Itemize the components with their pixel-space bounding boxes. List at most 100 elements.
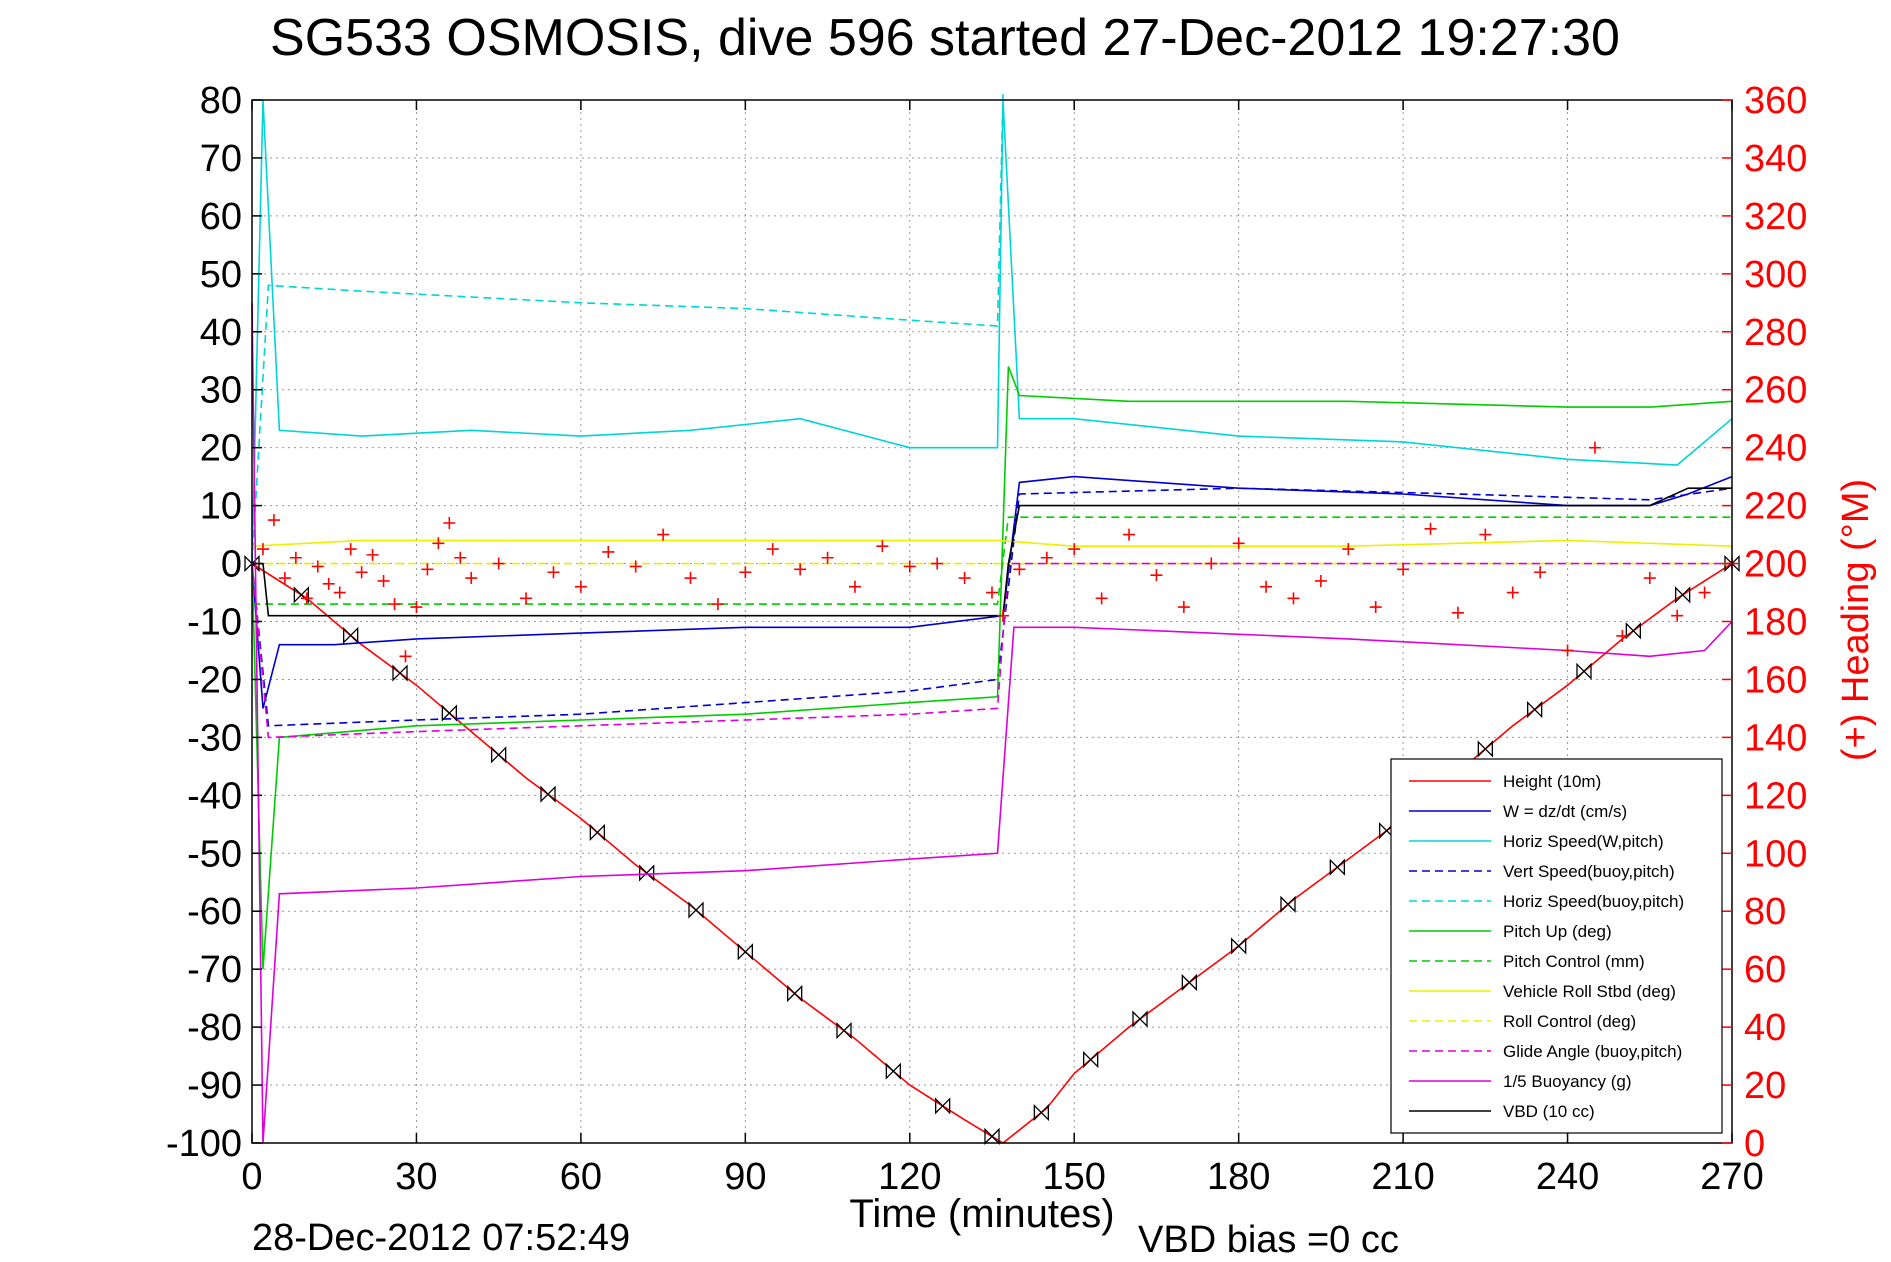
heading-point: [421, 563, 434, 576]
y-right-tick-label: 20: [1744, 1065, 1786, 1107]
heading-point: [1342, 543, 1355, 556]
heading-point: [388, 598, 401, 611]
x-tick-label: 180: [1207, 1156, 1270, 1198]
y-right-tick-label: 120: [1744, 775, 1807, 817]
height-marker: [639, 864, 655, 882]
y-left-tick-label: 70: [200, 138, 242, 180]
heading-point: [333, 586, 346, 599]
y-left-tick-label: 0: [221, 544, 242, 586]
y-right-tick-label: 40: [1744, 1007, 1786, 1049]
vbd-bias-note: VBD bias =0 cc: [1138, 1219, 1399, 1261]
heading-point: [547, 566, 560, 579]
height-marker: [935, 1097, 951, 1115]
x-tick-label: 210: [1371, 1156, 1434, 1198]
height-marker: [491, 746, 507, 764]
height-marker: [984, 1127, 1000, 1145]
y-right-tick-label: 240: [1744, 428, 1807, 470]
series-group: [244, 94, 1740, 1145]
y-right-tick-label: 0: [1744, 1123, 1765, 1165]
y-left-tick-label: -90: [187, 1065, 242, 1107]
heading-point: [1123, 528, 1136, 541]
height-marker: [1083, 1050, 1099, 1069]
heading-point: [1424, 522, 1437, 535]
height-marker: [836, 1022, 852, 1040]
heading-point: [986, 586, 998, 599]
series-vbd-10-cc: [252, 487, 1732, 617]
heading-point: [410, 601, 423, 614]
legend-box: [1390, 758, 1723, 1134]
heading-point: [657, 528, 670, 541]
y-left-tick-label: -10: [187, 602, 242, 644]
legend-label: Pitch Control (mm): [1503, 952, 1645, 971]
height-marker: [1527, 701, 1543, 719]
heading-point: [1260, 580, 1273, 593]
legend-label: Horiz Speed(W,pitch): [1503, 832, 1664, 851]
heading-point: [1397, 563, 1410, 576]
heading-point: [1479, 528, 1492, 541]
chart-title: SG533 OSMOSIS, dive 596 started 27-Dec-2…: [270, 9, 1620, 67]
series-vert-speed-buoy-pitch: [251, 487, 1733, 727]
legend-label: 1/5 Buoyancy (g): [1503, 1072, 1632, 1091]
y-left-tick-label: 20: [200, 428, 242, 470]
heading-point: [465, 572, 478, 585]
series-horiz-speed-buoy-pitch: [251, 94, 1004, 564]
height-marker: [392, 664, 408, 682]
heading-point: [1205, 557, 1218, 570]
height-marker: [1625, 622, 1641, 640]
y-left-tick-label: -60: [187, 891, 242, 933]
y-left-tick-label: -70: [187, 949, 242, 991]
legend-label: Vert Speed(buoy,pitch): [1503, 862, 1675, 881]
y-left-tick-label: 60: [200, 196, 242, 238]
heading-point: [520, 592, 533, 605]
y-right-tick-label: 200: [1744, 544, 1807, 586]
heading-point: [1451, 606, 1464, 619]
heading-point: [278, 572, 291, 585]
heading-point: [1232, 537, 1245, 550]
height-marker: [1724, 554, 1740, 573]
y-left-tick-label: -40: [187, 775, 242, 817]
y-right-tick-label: 260: [1744, 370, 1807, 412]
heading-point: [267, 514, 280, 527]
x-tick-label: 90: [724, 1156, 766, 1198]
height-marker: [1576, 662, 1592, 680]
height-marker: [1477, 740, 1493, 758]
y-right-tick-label: 60: [1744, 949, 1786, 991]
y-right-tick-label: 280: [1744, 312, 1807, 354]
x-tick-label: 120: [878, 1156, 941, 1198]
series-pitch-control-mm: [252, 516, 1732, 605]
y-left-tick-label: 80: [200, 80, 242, 122]
height-marker: [343, 626, 359, 644]
heading-point: [311, 560, 324, 573]
heading-point: [300, 592, 313, 605]
footer-timestamp: 28-Dec-2012 07:52:49: [252, 1217, 630, 1259]
heading-point: [377, 574, 390, 587]
height-marker: [244, 554, 260, 573]
x-tick-label: 0: [241, 1156, 262, 1198]
y-right-tick-label: 300: [1744, 254, 1807, 296]
series-1-5-buoyancy-g: [251, 302, 1733, 1144]
y-left-tick-label: -30: [187, 717, 242, 759]
heading-point: [1287, 592, 1300, 605]
height-marker: [589, 823, 605, 841]
heading-point: [1314, 574, 1327, 587]
series-heading: [256, 441, 1738, 663]
grid-lines: [252, 100, 1732, 1143]
series-horiz-speed-w-pitch: [251, 99, 1733, 564]
legend-label: Horiz Speed(buoy,pitch): [1503, 892, 1684, 911]
heading-point: [1616, 629, 1629, 642]
x-tick-label: 240: [1536, 1156, 1599, 1198]
series-glide-angle-buoy-pitch: [251, 562, 1732, 739]
heading-point: [443, 516, 456, 529]
height-marker: [441, 704, 457, 722]
height-marker: [1280, 895, 1296, 913]
x-tick-label: 150: [1043, 1156, 1106, 1198]
y-left-tick-label: -100: [166, 1123, 242, 1165]
heading-point: [1561, 644, 1574, 657]
height-marker: [540, 785, 556, 803]
y-right-tick-label: 360: [1744, 80, 1807, 122]
heading-point: [794, 563, 807, 576]
y-left-tick-label: 10: [200, 486, 242, 528]
legend-label: Height (10m): [1503, 772, 1601, 791]
x-tick-label: 60: [560, 1156, 602, 1198]
heading-point: [344, 543, 357, 556]
